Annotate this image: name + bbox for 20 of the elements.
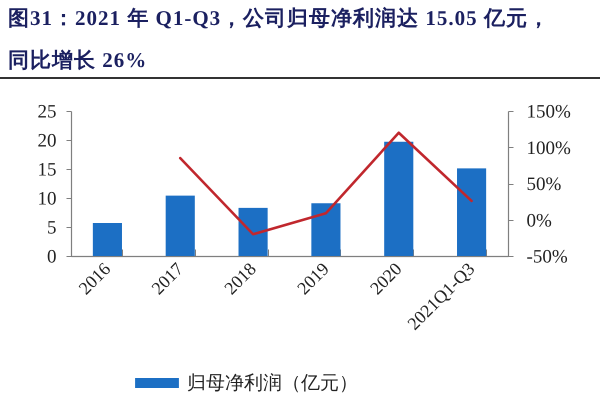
- y-tick-label: 20: [38, 130, 56, 152]
- y2-tick-label: 0%: [526, 210, 552, 232]
- y-tick-label: 10: [38, 188, 56, 210]
- bar: [311, 203, 340, 256]
- legend-label: 归母净利润（亿元）: [187, 372, 358, 394]
- bar: [238, 208, 268, 256]
- y-tick-label: 0: [47, 246, 56, 268]
- chart-title: 图31：2021 年 Q1-Q3，公司归母净利润达 15.05 亿元，同比增长 26%: [8, 5, 551, 74]
- y2-tick-label: 100%: [526, 138, 571, 159]
- y2-tick-label: 150%: [526, 102, 571, 122]
- y-tick-label: 5: [47, 218, 56, 238]
- bar: [457, 168, 486, 256]
- y2-tick-label: -50%: [526, 246, 568, 268]
- bar: [384, 142, 414, 256]
- y2-tick-label: 50%: [526, 174, 562, 195]
- y-tick-label: 25: [38, 102, 56, 122]
- line-series: [178, 131, 473, 236]
- bar: [92, 222, 122, 256]
- bar: [166, 196, 195, 256]
- y-tick-label: 15: [38, 160, 56, 180]
